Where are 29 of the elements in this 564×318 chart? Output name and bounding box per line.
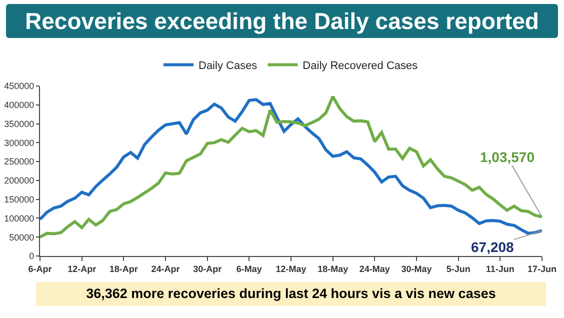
x-tick-label: 18-May bbox=[318, 264, 348, 274]
annotation: 67,208 bbox=[471, 239, 514, 255]
y-tick-label: 150000 bbox=[4, 194, 34, 204]
x-tick-label: 30-Apr bbox=[193, 264, 222, 274]
x-tick-label: 18-Apr bbox=[109, 264, 138, 274]
legend-label: Daily Cases bbox=[198, 60, 258, 72]
chart-title: Recoveries exceeding the Daily cases reported bbox=[6, 4, 558, 38]
x-tick-label: 6-May bbox=[236, 264, 262, 274]
x-tick-label: 12-Apr bbox=[68, 264, 97, 274]
y-tick-label: 400000 bbox=[4, 100, 34, 110]
y-tick-label: 350000 bbox=[4, 118, 34, 129]
x-tick-label: 5-Jun bbox=[446, 264, 470, 274]
y-tick-label: 250000 bbox=[4, 156, 34, 167]
y-tick-label: 450000 bbox=[4, 81, 34, 92]
x-tick-label: 6-Apr bbox=[28, 264, 52, 274]
y-tick-label: 50000 bbox=[9, 232, 34, 242]
y-tick-label: 0 bbox=[29, 251, 34, 262]
x-tick-label: 12-May bbox=[276, 264, 306, 274]
annotation: 1,03,570 bbox=[480, 149, 535, 165]
x-tick-label: 11-Jun bbox=[486, 264, 514, 274]
x-tick-label: 30-May bbox=[401, 264, 432, 274]
y-tick-label: 200000 bbox=[4, 176, 34, 186]
text: 36,362 more recoveries during last 24 hours vis a vis new cases bbox=[36, 282, 546, 306]
x-tick-label: 24-Apr bbox=[151, 264, 180, 274]
x-tick-label: 24-May bbox=[359, 264, 390, 274]
y-tick-label: 100000 bbox=[4, 213, 34, 224]
x-tick-label: 17-Jun bbox=[527, 264, 557, 274]
y-tick-label: 300000 bbox=[4, 138, 34, 148]
legend-label: Daily Recovered Cases bbox=[302, 60, 418, 72]
